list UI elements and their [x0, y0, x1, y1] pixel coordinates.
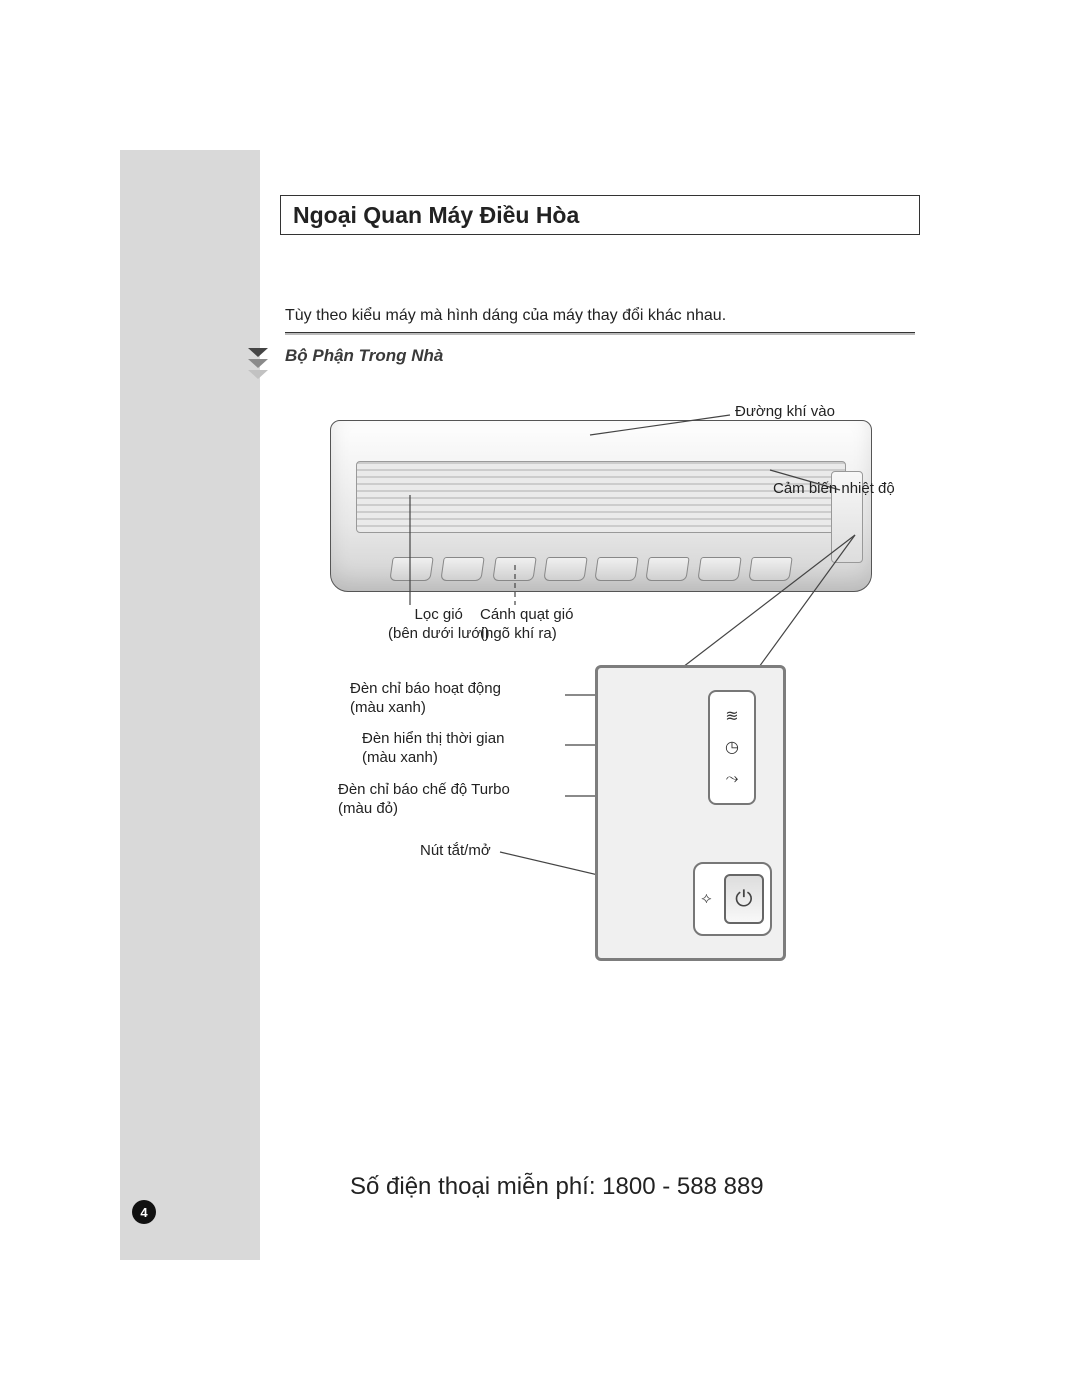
flow-icon: ⤳: [721, 768, 743, 790]
label-fan-blade: Cánh quạt gió (ngõ khí ra): [480, 606, 573, 644]
receiver-icon: ⟡: [701, 890, 712, 908]
label-line: Lọc gió: [415, 606, 463, 623]
document-page: Ngoại Quan Máy Điều Hòa Tùy theo kiểu má…: [0, 0, 1080, 1397]
power-button-block: ⟡ ⏻: [693, 862, 772, 936]
vent-fin: [441, 557, 486, 581]
triangle-icon: [248, 348, 268, 357]
label-line: (bên dưới lưới): [388, 625, 489, 642]
footer-phone: Số điện thoại miễn phí: 1800 - 588 889: [350, 1173, 764, 1201]
section-subheading: Bộ Phận Trong Nhà: [285, 346, 443, 366]
label-line: (màu xanh): [350, 699, 426, 716]
clock-icon: ◷: [721, 736, 743, 758]
led-indicator-strip: ≋ ◷ ⤳: [708, 690, 756, 805]
title-text: Ngoại Quan Máy Điều Hòa: [293, 202, 579, 229]
ac-vents: [391, 551, 791, 581]
left-sidebar: [120, 150, 260, 1260]
label-line: (màu đỏ): [338, 800, 398, 817]
vent-fin: [748, 557, 793, 581]
vent-fin: [697, 557, 742, 581]
page-number-badge: 4: [132, 1200, 156, 1224]
horizontal-rule: [285, 332, 915, 335]
label-operation-led: Đèn chỉ báo hoạt động (màu xanh): [350, 680, 501, 718]
vent-fin: [543, 557, 588, 581]
diagram-area: Đường khí vào Cảm biến nhiệt độ Lọc gió …: [290, 390, 920, 1140]
subheading-marker: [248, 348, 268, 379]
triangle-icon: [248, 370, 268, 379]
label-line: Đèn hiển thị thời gian: [362, 730, 504, 747]
page-number: 4: [140, 1205, 147, 1220]
triangle-icon: [248, 359, 268, 368]
vent-fin: [594, 557, 639, 581]
label-timer-led: Đèn hiển thị thời gian (màu xanh): [362, 730, 504, 768]
label-line: Cánh quạt gió: [480, 606, 573, 623]
label-air-filter: Lọc gió (bên dưới lưới): [388, 606, 489, 644]
power-button[interactable]: ⏻: [724, 874, 764, 924]
intro-text: Tùy theo kiểu máy mà hình dáng của máy t…: [285, 307, 726, 325]
power-icon: ⏻: [735, 886, 752, 912]
vent-fin: [389, 557, 434, 581]
label-turbo-led: Đèn chỉ báo chế độ Turbo (màu đỏ): [338, 781, 510, 819]
panel-zoom-detail: ≋ ◷ ⤳ ⟡ ⏻: [595, 665, 786, 961]
label-air-inlet: Đường khí vào: [735, 403, 835, 422]
wave-icon: ≋: [721, 705, 743, 727]
label-temp-sensor: Cảm biến nhiệt độ: [773, 480, 895, 499]
label-line: (màu xanh): [362, 749, 438, 766]
label-line: (ngõ khí ra): [480, 625, 557, 642]
label-power-button: Nút tắt/mở: [420, 842, 491, 861]
vent-fin: [492, 557, 537, 581]
label-line: Đèn chỉ báo chế độ Turbo: [338, 781, 510, 798]
ac-indoor-unit-illustration: [330, 420, 872, 592]
page-title: Ngoại Quan Máy Điều Hòa: [280, 195, 920, 235]
label-line: Đèn chỉ báo hoạt động: [350, 680, 501, 697]
vent-fin: [646, 557, 691, 581]
